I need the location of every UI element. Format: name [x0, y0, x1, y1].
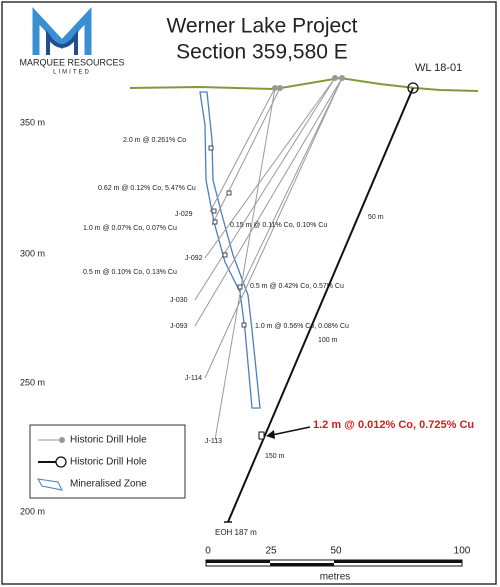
legend-symbol	[37, 478, 63, 491]
intercept-mark	[222, 252, 228, 258]
subtitle: Section 359,580 E	[176, 41, 348, 64]
legend-label: Mineralised Zone	[70, 479, 147, 490]
intercept-mark	[258, 431, 265, 440]
hole-label: J-114	[185, 375, 202, 382]
intercept-mark	[226, 190, 232, 196]
collar	[339, 75, 345, 81]
intercept-mark	[212, 219, 218, 225]
scale-tick: 25	[265, 546, 277, 557]
historic-hole	[211, 87, 281, 226]
legend-label: Historic Drill Hole	[70, 435, 147, 446]
collar	[332, 75, 338, 81]
hole-label: J-113	[205, 438, 222, 445]
ground-surface	[129, 76, 479, 92]
arrow	[271, 426, 311, 436]
logo-name: MARQUEE RESOURCES	[19, 57, 124, 67]
drill-hole: WL 18-01 50 m 100 m 150 m EOH 187 m 1.2 …	[215, 62, 474, 537]
elevation-label: 250 m	[20, 377, 45, 387]
historic-hole	[214, 87, 276, 441]
historic-hole	[204, 77, 336, 259]
historic-intercept: 2.0 m @ 0.261% Co	[123, 137, 186, 144]
scale-segment	[206, 560, 270, 563]
historic-holes	[194, 75, 345, 441]
hole-label: J-093	[170, 323, 188, 330]
scale-segment	[334, 560, 462, 563]
eoh-label: EOH 187 m	[215, 528, 257, 537]
scale-tick: 0	[205, 546, 211, 557]
arrowhead	[266, 430, 275, 439]
historic-hole	[239, 77, 343, 291]
hole-label: J-030	[170, 297, 188, 304]
legend: Historic Drill Hole Historic Drill Hole …	[29, 424, 186, 499]
mineralised-zone	[199, 91, 261, 409]
historic-hole	[209, 87, 276, 213]
legend-symbol	[55, 456, 67, 468]
historic-intercept: 0.5 m @ 0.10% Co, 0.13% Cu	[83, 269, 177, 276]
hole-name: WL 18-01	[415, 62, 462, 74]
logo-sub: LIMITED	[53, 70, 91, 76]
historic-intercept: 0.15 m @ 0.11% Co, 0.10% Cu	[230, 222, 327, 229]
historic-intercept: 1.0 m @ 0.56% Co, 0.08% Cu	[255, 323, 349, 330]
scale-segment	[270, 563, 334, 566]
scale-tick: 100	[454, 546, 471, 557]
logo-mark-inner	[46, 29, 78, 55]
legend-label: Historic Drill Hole	[70, 457, 147, 468]
intercept-mark	[211, 208, 217, 214]
scale-bar: 0 25 50 100 metres	[205, 546, 471, 583]
legend-symbol	[59, 437, 65, 443]
elevation-label: 300 m	[20, 248, 45, 258]
title: Werner Lake Project	[166, 15, 357, 38]
intercept-mark	[241, 322, 247, 328]
depth-label: 150 m	[265, 453, 285, 460]
historic-hole	[204, 77, 343, 379]
intercept-mark	[208, 145, 214, 151]
intercept-label: 1.2 m @ 0.012% Co, 0.725% Cu	[313, 419, 474, 431]
collar	[277, 85, 283, 91]
historic-hole	[194, 77, 336, 301]
elevation-label: 200 m	[20, 506, 45, 516]
logo: MARQUEE RESOURCES LIMITED	[19, 7, 125, 76]
elevation-label: 350 m	[20, 117, 45, 127]
collar	[272, 85, 278, 91]
historic-intercept: 0.5 m @ 0.42% Co, 0.57% Cu	[250, 283, 344, 290]
depth-label: 50 m	[368, 214, 384, 221]
scale-unit: metres	[320, 572, 351, 583]
intercept-mark	[237, 284, 243, 290]
depth-label: 100 m	[318, 337, 338, 344]
hole-trace	[227, 87, 414, 523]
elevation-axis: 350 m 300 m 250 m 200 m	[20, 117, 45, 516]
historic-intercept: 1.0 m @ 0.07% Co, 0.07% Cu	[83, 225, 177, 232]
historic-hole	[194, 77, 343, 327]
hole-label: J-092	[185, 255, 203, 262]
historic-intercept: 0.62 m @ 0.12% Co, 5.47% Cu	[98, 185, 196, 192]
hole-label: J-029	[175, 211, 193, 218]
scale-tick: 50	[330, 546, 342, 557]
historic-labels: 2.0 m @ 0.261% Co 0.62 m @ 0.12% Co, 5.4…	[83, 137, 349, 445]
collar	[407, 82, 419, 94]
